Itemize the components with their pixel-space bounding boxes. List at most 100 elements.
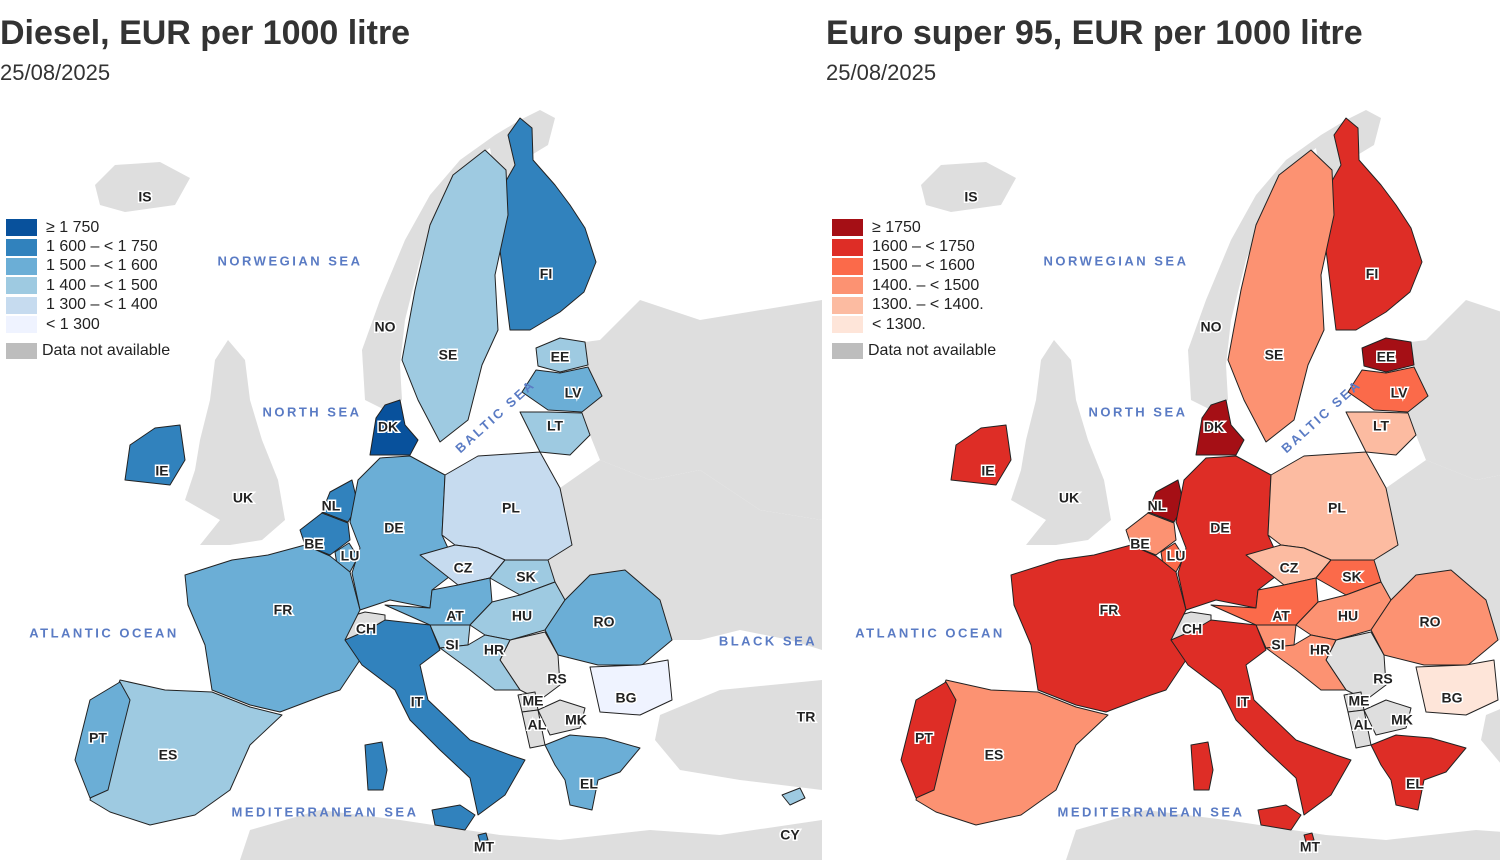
land-no xyxy=(362,110,555,410)
legend-label: 1 500 – < 1 600 xyxy=(46,257,158,275)
country-label-pl: PL xyxy=(1328,500,1346,516)
country-label-lt: LT xyxy=(547,418,564,434)
country-ro xyxy=(1370,569,1499,666)
country-label-si: SI xyxy=(1271,637,1284,653)
country-label-lv: LV xyxy=(1391,385,1409,401)
country-ie xyxy=(950,424,1012,486)
sea-label: BLACK SEA xyxy=(719,633,817,648)
country-it xyxy=(344,619,526,816)
country-label-ch: CH xyxy=(1182,621,1202,637)
legend-label: 1 600 – < 1 750 xyxy=(46,238,158,256)
country-label-al: AL xyxy=(1354,717,1373,733)
country-bg xyxy=(1415,659,1499,716)
country-label-mt: MT xyxy=(1300,839,1321,855)
country-label-dk: DK xyxy=(378,419,398,435)
legend-swatch-na xyxy=(832,343,863,360)
country-label-me: ME xyxy=(523,693,544,709)
country-mk-no-data xyxy=(537,699,586,736)
country-label-ie: IE xyxy=(155,463,168,479)
country-label-ie: IE xyxy=(981,463,994,479)
legend-item: 1 300 – < 1 400 xyxy=(6,296,170,315)
country-sk xyxy=(489,559,556,596)
country-label-hu: HU xyxy=(512,608,532,624)
country-label-es: ES xyxy=(159,747,178,763)
legend-swatch xyxy=(832,238,863,256)
country-ee xyxy=(535,337,589,373)
country-label-cy: CY xyxy=(780,827,800,843)
legend-label-na: Data not available xyxy=(42,342,171,360)
legend-item-na: Data not available xyxy=(832,341,996,360)
country-label-be: BE xyxy=(304,536,323,552)
country-label-ro: RO xyxy=(1420,614,1441,630)
country-label-cz: CZ xyxy=(1280,560,1299,576)
country-label-dk: DK xyxy=(1204,419,1224,435)
country-label-pt: PT xyxy=(915,730,933,746)
legend-item-na: Data not available xyxy=(6,341,170,360)
country-label-be: BE xyxy=(1130,536,1149,552)
country-label-mk: MK xyxy=(565,712,587,728)
country-it xyxy=(1170,619,1352,816)
country-label-is: IS xyxy=(964,189,977,205)
land-east xyxy=(548,460,822,650)
legend-swatch xyxy=(6,219,37,237)
country-label-lv: LV xyxy=(565,385,583,401)
legend-item: 1 400 – < 1 500 xyxy=(6,276,170,295)
country-label-bg: BG xyxy=(616,690,637,706)
land-naf xyxy=(240,810,822,860)
country-label-lu: LU xyxy=(1167,548,1186,564)
country-lv xyxy=(521,366,603,413)
country-label-ch: CH xyxy=(356,621,376,637)
legend-label: 1500 – < 1600 xyxy=(872,257,975,275)
country-nl xyxy=(1147,479,1185,523)
country-label-sk: SK xyxy=(1342,569,1361,585)
sea-label: NORWEGIAN SEA xyxy=(218,253,363,268)
country-bg xyxy=(589,659,673,716)
legend-label: ≥ 1 750 xyxy=(46,218,100,236)
sea-label: NORTH SEA xyxy=(1088,404,1187,419)
country-label-it: IT xyxy=(411,694,424,710)
legend-swatch xyxy=(832,296,863,314)
country-label-hr: HR xyxy=(484,642,504,658)
legend-swatch xyxy=(6,238,37,256)
country-it xyxy=(1257,804,1302,831)
diesel-map-panel: NORWEGIAN SEA NORTH SEA BALTIC SEA ATLANTIC… xyxy=(0,14,822,860)
country-fr xyxy=(1010,544,1187,713)
country-label-se: SE xyxy=(439,347,458,363)
country-label-no: NO xyxy=(375,319,396,335)
country-label-tr: TR xyxy=(797,709,816,725)
land-rus xyxy=(1408,300,1500,480)
country-label-pl: PL xyxy=(502,500,520,516)
country-it xyxy=(431,804,476,831)
legend-swatch xyxy=(832,316,863,334)
country-label-cz: CZ xyxy=(454,560,473,576)
country-label-no: NO xyxy=(1201,319,1222,335)
sea-label: MEDITERRANEAN SEA xyxy=(1058,804,1245,819)
country-dk xyxy=(369,399,419,456)
country-fr xyxy=(184,544,361,713)
country-label-fi: FI xyxy=(540,266,552,282)
legend-label: 1600 – < 1750 xyxy=(872,238,975,256)
country-label-rs: RS xyxy=(1373,671,1392,687)
legend-item: 1 500 – < 1 600 xyxy=(6,257,170,276)
legend-item: < 1 300 xyxy=(6,315,170,334)
country-label-el: EL xyxy=(1406,776,1424,792)
country-label-mk: MK xyxy=(1391,712,1413,728)
country-el xyxy=(544,734,641,811)
country-label-rs: RS xyxy=(547,671,566,687)
petrol-map-panel: NORWEGIAN SEA NORTH SEA BALTIC SEA ATLANTIC… xyxy=(826,0,1500,860)
legend-label: 1400. – < 1500 xyxy=(872,276,980,294)
country-dk xyxy=(1195,399,1245,456)
country-sk xyxy=(1315,559,1382,596)
petrol-map-date: 25/08/2025 xyxy=(826,60,937,85)
country-label-si: SI xyxy=(445,637,458,653)
legend-label: 1300. – < 1400. xyxy=(872,296,984,314)
petrol-map-title: Euro super 95, EUR per 1000 litre xyxy=(826,14,1363,52)
legend-swatch xyxy=(6,296,37,314)
country-mt xyxy=(1303,832,1315,843)
petrol-legend: ≥ 1750 1600 – < 1750 1500 – < 1600 1400.… xyxy=(832,218,996,361)
country-label-lu: LU xyxy=(341,548,360,564)
country-label-is: IS xyxy=(138,189,151,205)
legend-swatch xyxy=(832,219,863,237)
country-label-uk: UK xyxy=(1059,490,1079,506)
